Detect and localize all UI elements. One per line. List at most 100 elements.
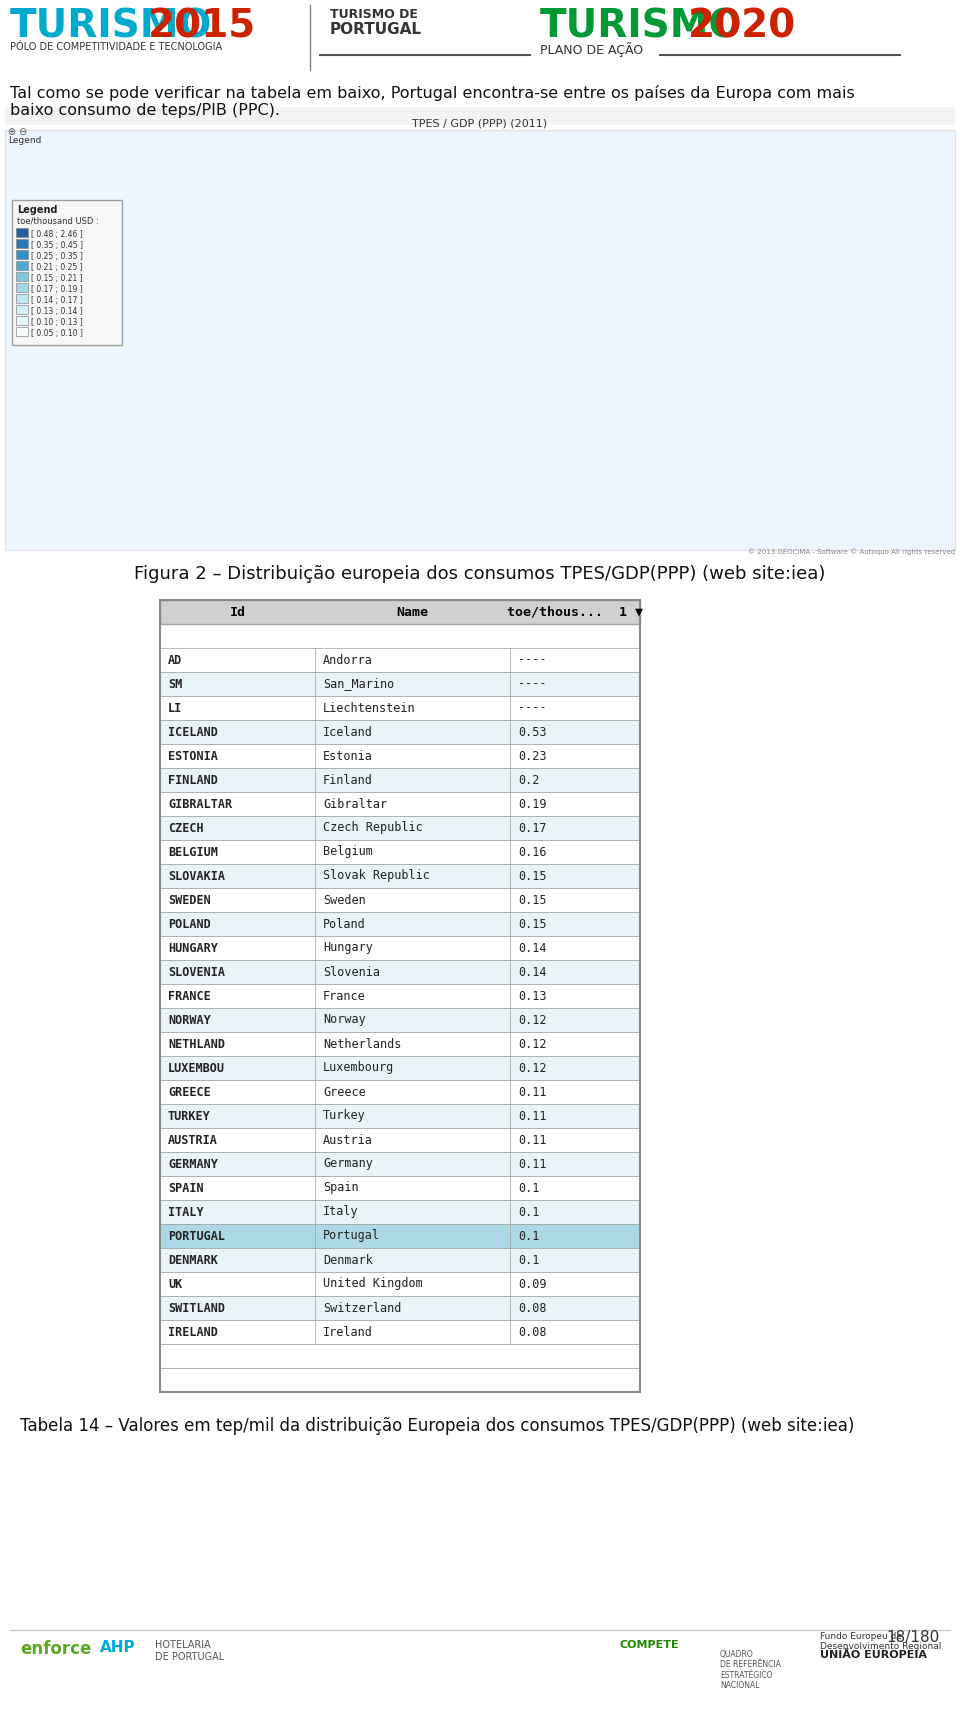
Bar [160,1199,640,1224]
Text: Poland: Poland [323,918,366,930]
Text: PÓLO DE COMPETITIVIDADE E TECNOLOGIA: PÓLO DE COMPETITIVIDADE E TECNOLOGIA [10,41,222,51]
Text: PLANO DE AÇÃO: PLANO DE AÇÃO [540,41,643,57]
Bar [160,673,640,697]
Bar [5,106,955,125]
Text: 0.1: 0.1 [518,1253,540,1266]
Text: [ 0.10 ; 0.13 ]: [ 0.10 ; 0.13 ] [31,317,83,328]
Text: Slovak Republic: Slovak Republic [323,870,430,882]
Bar [160,1127,640,1151]
Text: Sweden: Sweden [323,894,366,906]
Text: 2020: 2020 [688,9,796,46]
Text: 0.15: 0.15 [518,870,546,882]
Text: AHP: AHP [100,1640,135,1654]
Text: HUNGARY: HUNGARY [168,942,218,954]
Text: ----: ---- [518,702,546,714]
Text: PORTUGAL: PORTUGAL [330,22,422,38]
Text: ITALY: ITALY [168,1206,204,1218]
Bar [160,1055,640,1079]
Text: QUADRO
DE REFERÊNCIA
ESTRATÉGICO
NACIONAL: QUADRO DE REFERÊNCIA ESTRATÉGICO NACIONA… [720,1651,780,1690]
Text: [ 0.17 ; 0.19 ]: [ 0.17 ; 0.19 ] [31,285,83,293]
Text: Figura 2 – Distribuição europeia dos consumos TPES/GDP(PPP) (web site:iea): Figura 2 – Distribuição europeia dos con… [134,565,826,583]
Text: NORWAY: NORWAY [168,1014,211,1026]
Text: 0.08: 0.08 [518,1301,546,1314]
Bar [160,1079,640,1103]
Bar [160,1007,640,1031]
Text: TURKEY: TURKEY [168,1110,211,1122]
Text: DENMARK: DENMARK [168,1253,218,1266]
Text: 0.14: 0.14 [518,966,546,978]
Bar [160,1368,640,1392]
Text: Tal como se pode verificar na tabela em baixo, Portugal encontra-se entre os paí: Tal como se pode verificar na tabela em … [10,86,854,101]
Text: 0.1: 0.1 [518,1206,540,1218]
Text: 0.11: 0.11 [518,1158,546,1170]
Text: 0.2: 0.2 [518,774,540,786]
Text: ESTONIA: ESTONIA [168,750,218,762]
Text: PORTUGAL: PORTUGAL [168,1229,225,1242]
Bar [160,1224,640,1248]
Text: Denmark: Denmark [323,1253,372,1266]
Text: Andorra: Andorra [323,654,372,666]
Text: 0.1: 0.1 [518,1182,540,1194]
Text: Iceland: Iceland [323,726,372,738]
Text: United Kingdom: United Kingdom [323,1277,422,1290]
Text: Hungary: Hungary [323,942,372,954]
Text: Greece: Greece [323,1086,366,1098]
Text: LUXEMBOU: LUXEMBOU [168,1062,225,1074]
Text: Id: Id [229,606,246,618]
Text: [ 0.14 ; 0.17 ]: [ 0.14 ; 0.17 ] [31,295,83,305]
Text: CZECH: CZECH [168,822,204,834]
Text: 18/180: 18/180 [887,1630,940,1646]
Text: Slovenia: Slovenia [323,966,380,978]
Text: Netherlands: Netherlands [323,1038,401,1050]
Bar [16,293,28,304]
Text: [ 0.13 ; 0.14 ]: [ 0.13 ; 0.14 ] [31,307,83,316]
Text: Tabela 14 – Valores em tep/mil da distribuição Europeia dos consumos TPES/GDP(PP: Tabela 14 – Valores em tep/mil da distri… [20,1417,854,1435]
Bar [16,328,28,336]
Bar [160,887,640,911]
Text: SWEDEN: SWEDEN [168,894,211,906]
Text: 0.15: 0.15 [518,894,546,906]
Text: ⊕ ⊖: ⊕ ⊖ [8,127,28,137]
Text: FRANCE: FRANCE [168,990,211,1002]
Text: [ 0.35 ; 0.45 ]: [ 0.35 ; 0.45 ] [31,240,83,251]
Bar [160,1248,640,1272]
Bar [16,305,28,314]
Text: 0.15: 0.15 [518,918,546,930]
Text: Turkey: Turkey [323,1110,366,1122]
Text: 0.1: 0.1 [518,1229,540,1242]
Text: COMPETE: COMPETE [620,1640,680,1651]
Bar [160,601,640,1392]
Text: Legend: Legend [17,204,58,214]
Text: toe/thous...  1 ▼: toe/thous... 1 ▼ [507,606,643,618]
Text: 0.14: 0.14 [518,942,546,954]
Text: UK: UK [168,1277,182,1290]
Bar [160,697,640,721]
Text: IRELAND: IRELAND [168,1325,218,1338]
Text: 0.09: 0.09 [518,1277,546,1290]
Text: Ireland: Ireland [323,1325,372,1338]
Text: baixo consumo de teps/PIB (PPC).: baixo consumo de teps/PIB (PPC). [10,103,280,118]
Bar [16,316,28,324]
Text: 0.19: 0.19 [518,798,546,810]
Text: Austria: Austria [323,1134,372,1146]
Text: FINLAND: FINLAND [168,774,218,786]
Text: HOTELARIA
DE PORTUGAL: HOTELARIA DE PORTUGAL [155,1640,225,1661]
Text: 0.23: 0.23 [518,750,546,762]
Text: LI: LI [168,702,182,714]
Text: Liechtenstein: Liechtenstein [323,702,416,714]
Text: SPAIN: SPAIN [168,1182,204,1194]
Bar [160,793,640,817]
Bar [16,228,28,237]
Text: 0.12: 0.12 [518,1014,546,1026]
Text: UNIÃO EUROPEIA: UNIÃO EUROPEIA [820,1651,927,1659]
Bar [160,649,640,673]
Text: GIBRALTAR: GIBRALTAR [168,798,232,810]
Text: NETHLAND: NETHLAND [168,1038,225,1050]
Text: GREECE: GREECE [168,1086,211,1098]
Bar [160,601,640,625]
Text: AUSTRIA: AUSTRIA [168,1134,218,1146]
Text: Finland: Finland [323,774,372,786]
Text: France: France [323,990,366,1002]
Text: toe/thousand USD :: toe/thousand USD : [17,216,99,227]
Text: Belgium: Belgium [323,846,372,858]
